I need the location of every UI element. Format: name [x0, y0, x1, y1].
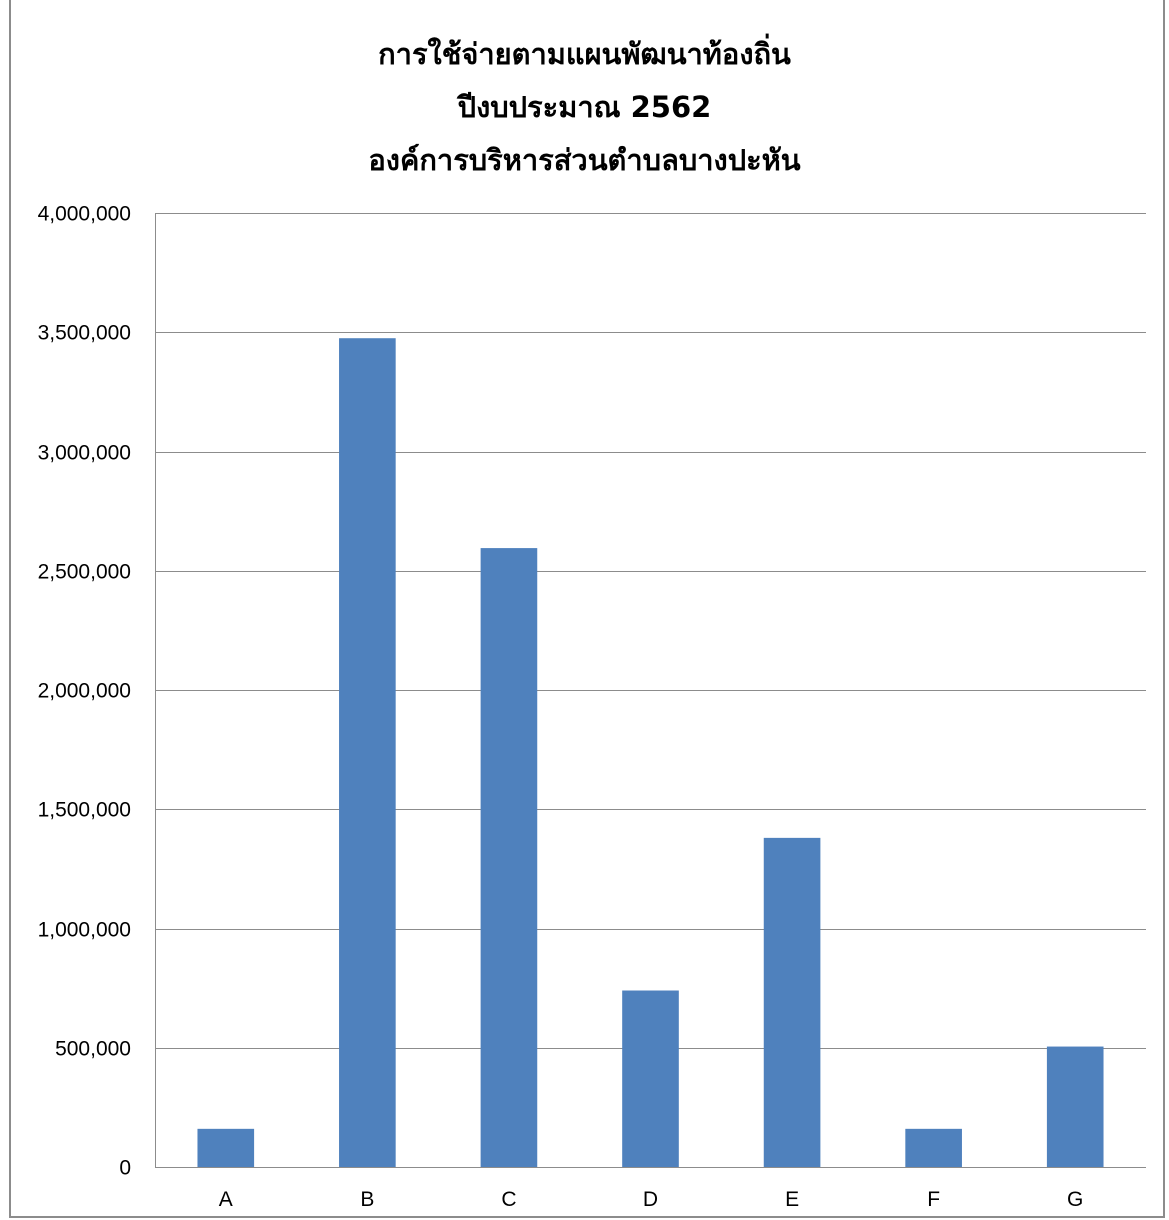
axes	[155, 213, 1146, 1168]
y-tick-label: 2,500,000	[38, 561, 131, 584]
x-tick-label: A	[219, 1188, 233, 1211]
x-tick-label: B	[360, 1188, 374, 1211]
chart-title-line-3: องค์การบริหารส่วนตำบลบางปะหัน	[368, 143, 801, 177]
x-tick-label: C	[501, 1188, 516, 1211]
bar-c	[480, 548, 538, 1167]
x-tick-label: D	[643, 1188, 658, 1211]
y-tick-label: 3,500,000	[38, 322, 131, 345]
y-tick-label: 1,000,000	[38, 919, 131, 942]
y-tick-label: 500,000	[55, 1038, 131, 1061]
x-tick-labels: A B C D E F G	[219, 1188, 1084, 1211]
chart-title-line-2: ปีงบประมาณ 2562	[457, 90, 712, 124]
gridlines	[155, 213, 1146, 1049]
x-tick-label: F	[927, 1188, 940, 1211]
y-tick-label: 3,000,000	[38, 442, 131, 465]
x-tick-label: E	[785, 1188, 799, 1211]
y-tick-label: 1,500,000	[38, 799, 131, 822]
y-tick-labels: 0 500,000 1,000,000 1,500,000 2,000,000 2,500…	[38, 203, 131, 1180]
y-tick-label: 2,000,000	[38, 680, 131, 703]
bars	[197, 338, 1104, 1167]
bar-a	[197, 1128, 255, 1167]
chart-title: การใช้จ่ายตามแผนพัฒนาท้องถิ่น ปีงบประมาณ…	[0, 28, 1169, 187]
bar-e	[763, 837, 821, 1167]
chart-title-line-1: การใช้จ่ายตามแผนพัฒนาท้องถิ่น	[378, 37, 791, 71]
bar-b	[339, 338, 396, 1167]
bar-g	[1046, 1046, 1104, 1167]
y-tick-label: 4,000,000	[38, 203, 131, 226]
x-tick-label: G	[1067, 1188, 1083, 1211]
bar-f	[905, 1128, 962, 1167]
y-tick-label: 0	[119, 1157, 131, 1180]
chart-frame	[9, 0, 1165, 1218]
bar-d	[622, 990, 679, 1167]
